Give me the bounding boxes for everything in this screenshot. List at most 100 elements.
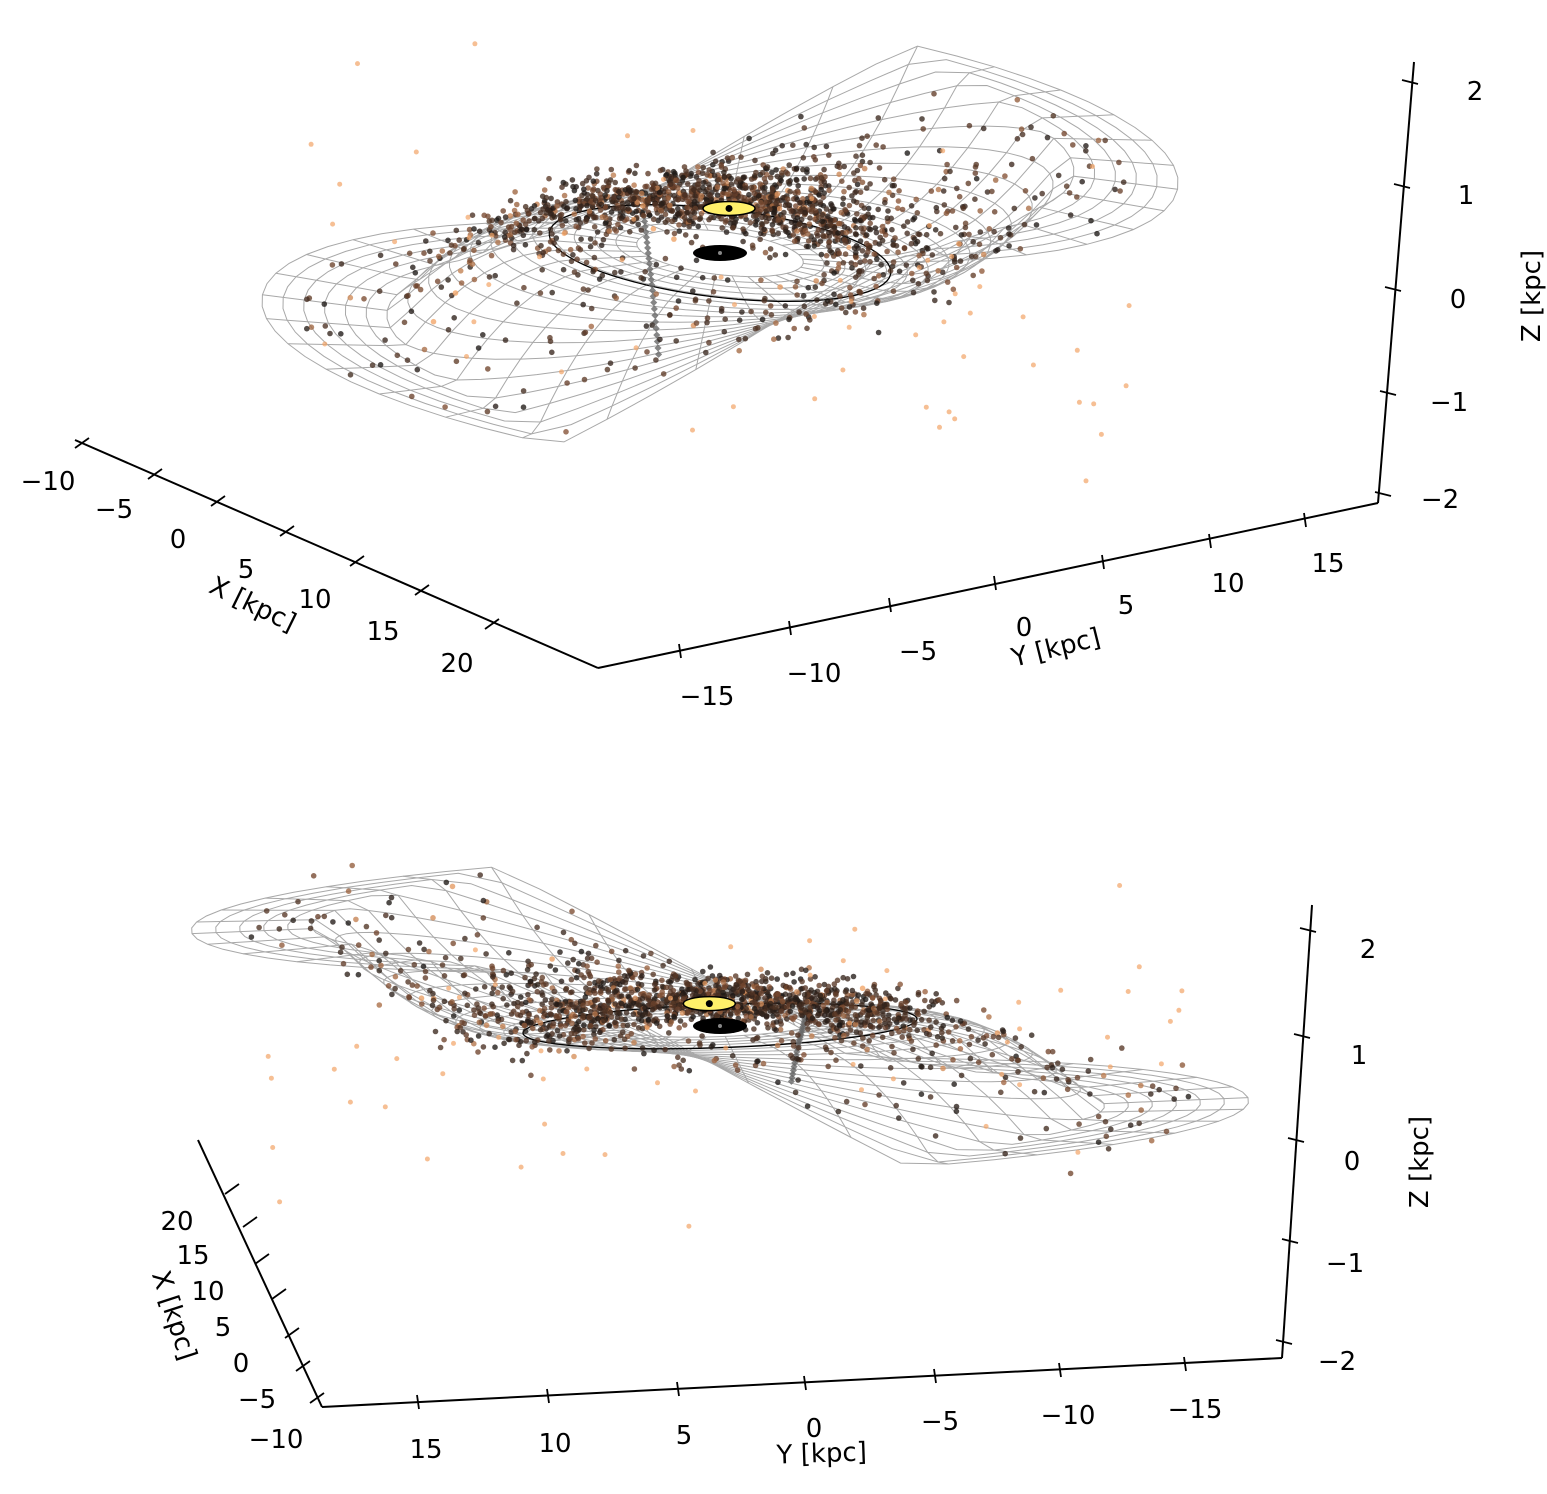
star-point <box>547 1011 554 1017</box>
star-point <box>772 252 779 258</box>
star-point <box>664 1013 670 1019</box>
star-point <box>430 997 437 1004</box>
star-point <box>645 197 651 203</box>
star-point <box>509 988 516 995</box>
star-point <box>441 1036 447 1043</box>
star-point <box>851 1040 857 1046</box>
star-point <box>539 215 546 222</box>
star-point <box>751 999 758 1006</box>
star-point <box>583 259 590 266</box>
star-point <box>492 272 499 279</box>
star-point <box>1088 217 1094 224</box>
star-point <box>966 122 973 129</box>
star-point <box>994 247 1001 253</box>
z-tick <box>1393 183 1411 189</box>
star-point <box>590 187 596 194</box>
star-point <box>618 215 625 221</box>
star-point <box>447 250 453 256</box>
star-point <box>759 1011 765 1017</box>
star-point <box>382 1104 388 1110</box>
star-point <box>632 190 639 196</box>
star-point <box>986 1014 992 1020</box>
star-point <box>919 116 925 122</box>
star-point <box>857 162 864 169</box>
star-point <box>626 167 633 174</box>
star-point <box>563 429 569 435</box>
star-point <box>492 403 499 410</box>
star-point <box>777 1026 784 1033</box>
star-point <box>862 1101 868 1108</box>
star-point <box>676 222 682 228</box>
star-point <box>1091 401 1097 407</box>
star-point <box>613 295 619 301</box>
star-point <box>818 175 825 181</box>
star-point <box>429 1002 436 1009</box>
star-point <box>882 996 888 1002</box>
x-tick <box>74 437 90 449</box>
star-point <box>1083 143 1089 149</box>
star-point <box>824 999 830 1006</box>
x-tick-label: −5 <box>238 1385 276 1415</box>
star-point <box>625 206 631 212</box>
star-point <box>747 219 754 226</box>
star-point <box>338 261 345 267</box>
star-point <box>926 1017 932 1023</box>
star-point <box>785 334 791 341</box>
star-point <box>628 1030 635 1037</box>
y-tick-label: −5 <box>921 1407 959 1437</box>
star-point <box>728 175 734 182</box>
star-point <box>662 211 669 218</box>
star-point <box>861 205 868 211</box>
star-point <box>759 316 766 323</box>
star-point <box>827 221 833 227</box>
star-point <box>790 1016 796 1022</box>
star-point <box>825 983 832 990</box>
star-point <box>679 1010 686 1016</box>
y-tick-label: 15 <box>1311 549 1344 579</box>
star-point <box>746 135 752 142</box>
star-point <box>575 1036 582 1042</box>
x-tick <box>242 1216 258 1228</box>
star-point <box>445 237 451 244</box>
star-point <box>615 1009 622 1016</box>
star-point <box>953 224 959 231</box>
star-point <box>524 207 531 214</box>
star-point <box>585 1000 591 1007</box>
star-point <box>712 977 719 983</box>
star-point <box>541 1005 548 1012</box>
star-point <box>621 1036 628 1043</box>
star-point <box>448 242 455 248</box>
star-point <box>632 365 638 371</box>
star-point <box>1163 1128 1170 1135</box>
star-point <box>910 1046 916 1053</box>
star-point <box>451 1040 456 1046</box>
star-point <box>811 237 817 243</box>
star-point <box>315 913 321 920</box>
star-point <box>829 202 835 209</box>
star-point <box>555 247 562 254</box>
star-point <box>774 1042 781 1049</box>
star-point <box>816 192 822 198</box>
star-point <box>841 163 847 170</box>
star-point <box>729 1053 736 1059</box>
star-point <box>859 248 866 254</box>
star-point <box>547 226 554 233</box>
star-point <box>933 1019 939 1025</box>
star-point <box>902 1009 909 1016</box>
star-point <box>540 1076 546 1082</box>
star-point <box>1011 205 1018 212</box>
star-point <box>932 297 938 304</box>
star-point <box>950 286 957 293</box>
star-point <box>454 1028 461 1035</box>
star-point <box>514 300 520 307</box>
star-point <box>979 268 985 274</box>
star-point <box>766 984 773 990</box>
star-point <box>572 197 579 204</box>
star-point <box>556 1033 563 1039</box>
star-point <box>773 200 779 207</box>
star-point <box>353 916 359 923</box>
star-point <box>573 216 580 223</box>
star-point <box>795 1032 801 1038</box>
star-point <box>734 1003 741 1010</box>
